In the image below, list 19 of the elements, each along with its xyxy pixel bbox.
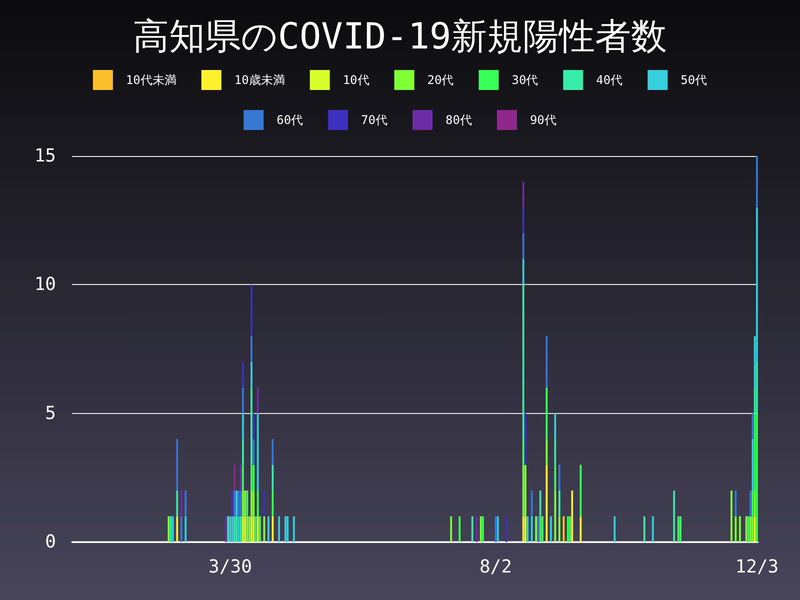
legend-label: 80代 (446, 113, 472, 127)
y-tick-label: 15 (34, 146, 56, 166)
y-tick-label: 10 (34, 274, 56, 296)
legend-label: 10代 (342, 73, 370, 87)
legend-label: 70代 (361, 113, 388, 127)
legend-label: 60代 (276, 113, 304, 127)
legend-label: 20代 (427, 73, 454, 87)
legend-label: 10代未満 (126, 73, 176, 87)
legend-label: 10歳未満 (234, 73, 285, 87)
legend-label: 90代 (530, 113, 556, 127)
x-tick-label: 3/30 (208, 556, 252, 578)
legend-label: 50代 (680, 73, 708, 87)
y-tick-label: 0 (45, 532, 56, 552)
legend-label: 40代 (596, 73, 623, 87)
x-tick-label: 8/2 (479, 556, 512, 578)
chart-title: 高知県のCOVID-19新規陽性者数 (132, 16, 668, 58)
legend-label: 30代 (512, 73, 538, 87)
x-tick-label: 12/3 (735, 556, 779, 578)
y-tick-label: 5 (45, 402, 56, 424)
